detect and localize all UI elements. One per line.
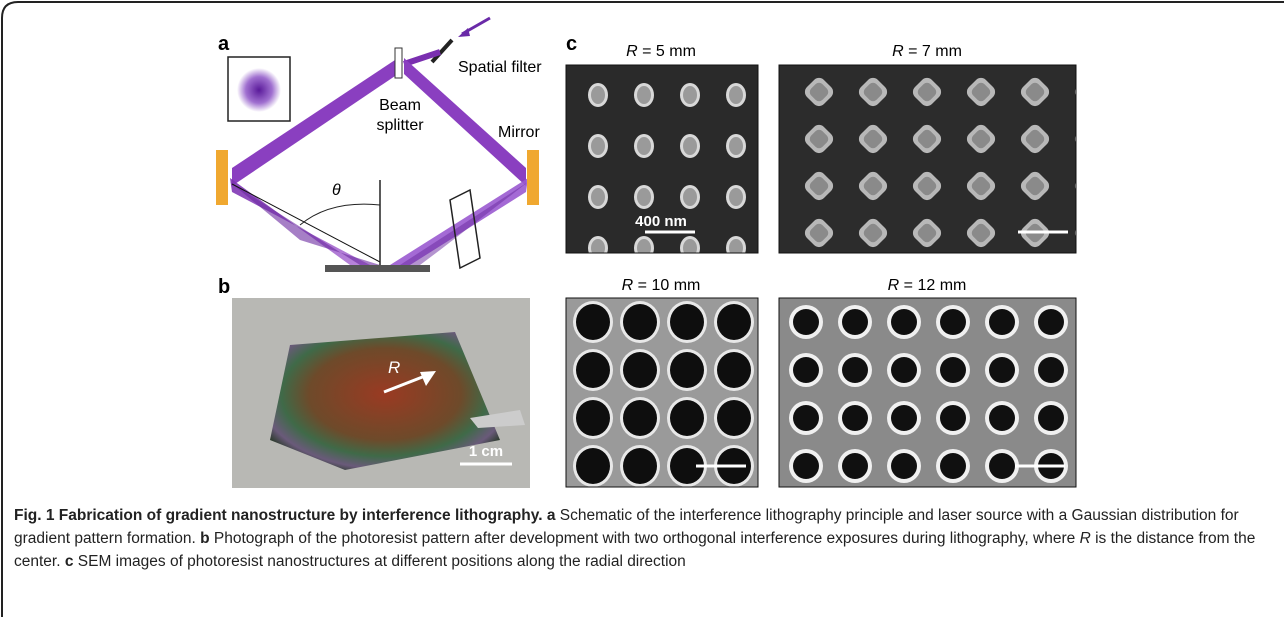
sem-image (566, 298, 758, 487)
beam (390, 178, 528, 265)
position: = 10 mm (638, 277, 701, 294)
position: = 5 mm (642, 43, 696, 60)
scale-label: 1 cm (469, 443, 503, 460)
sem-title: R = 12 mm (888, 277, 967, 294)
normal-ray (232, 184, 380, 262)
caption-symbol: R (1080, 530, 1091, 547)
angle-arc (300, 204, 380, 225)
position: = 7 mm (908, 43, 962, 60)
page: a Spatial filter Beam splitter Mirror θ … (0, 0, 1284, 617)
panel-label: b (218, 276, 230, 298)
sem-title: R = 7 mm (892, 43, 962, 60)
beam-splitter (395, 48, 402, 78)
caption-label: a (547, 507, 556, 524)
symbol: R (626, 43, 638, 60)
mirror (527, 150, 539, 205)
label: splitter (376, 117, 424, 134)
panel-label: c (566, 33, 577, 55)
caption-label: c (65, 553, 74, 570)
substrate (325, 265, 430, 272)
sem-image (779, 65, 1076, 253)
scale-label: 400 nm (635, 213, 687, 230)
label: Spatial filter (458, 59, 542, 76)
label: θ (332, 182, 341, 199)
sem-title: R = 10 mm (622, 277, 701, 294)
caption: Fig. 1 Fabrication of gradient nanostruc… (14, 504, 1269, 573)
caption-text: Photograph of the photoresist pattern af… (214, 530, 1075, 547)
caption-text: SEM images of photoresist nanostructures… (78, 553, 686, 570)
caption-label: b (200, 530, 209, 547)
position: = 12 mm (904, 277, 967, 294)
mirror (216, 150, 228, 205)
symbol: R (622, 277, 634, 294)
gaussian-spot (237, 68, 281, 112)
beam (230, 178, 370, 265)
label: Beam (379, 97, 421, 114)
symbol: R (892, 43, 904, 60)
label: Mirror (498, 124, 540, 141)
symbol: R (888, 277, 900, 294)
sem-image (779, 298, 1076, 487)
caption-title: Fig. 1 Fabrication of gradient nanostruc… (14, 507, 543, 524)
label: R (388, 358, 400, 377)
arrowhead (458, 28, 470, 37)
sem-title: R = 5 mm (626, 43, 696, 60)
panel-label: a (218, 33, 230, 55)
